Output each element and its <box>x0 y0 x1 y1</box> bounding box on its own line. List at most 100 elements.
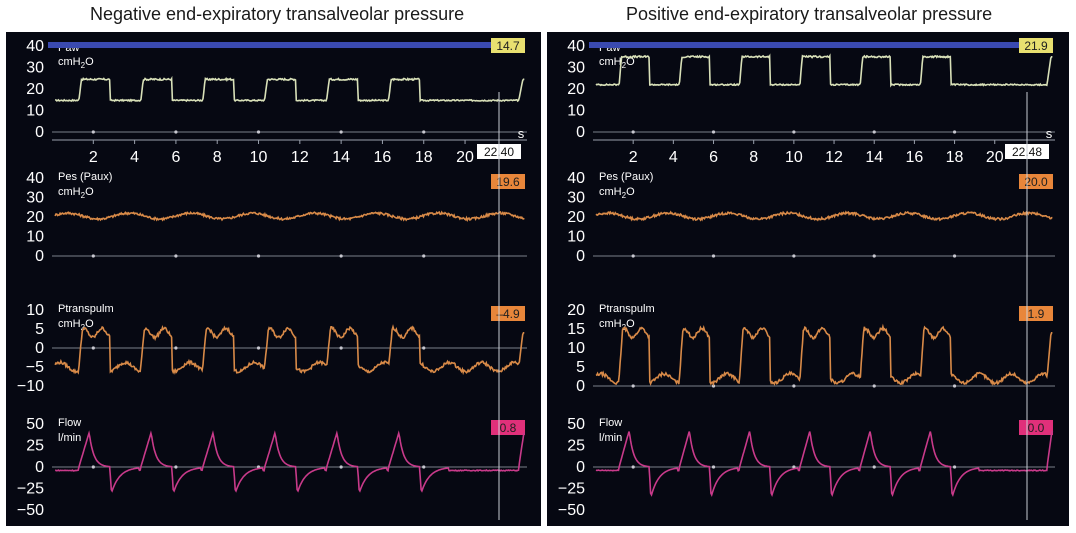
time-tick-label: 4 <box>130 149 139 166</box>
time-tick-label: 8 <box>213 149 222 166</box>
channel-unit: cmH2O <box>599 56 635 70</box>
y-tick-label: 0 <box>35 340 44 357</box>
time-tick-label: 16 <box>374 149 392 166</box>
trace-pes <box>54 210 525 223</box>
y-tick-label: 0 <box>35 459 44 476</box>
baseline-tick-dot <box>91 130 95 134</box>
y-tick-label: 0 <box>576 459 585 476</box>
baseline-tick-dot <box>711 254 716 258</box>
y-tick-label: 10 <box>26 229 44 246</box>
channel-label: Flow <box>599 417 622 429</box>
channel-unit: l/min <box>599 432 622 444</box>
trace-paw <box>55 75 525 103</box>
value-readout: 21.9 <box>1024 39 1048 53</box>
time-tick-label: 2 <box>629 149 638 166</box>
y-tick-label: 40 <box>567 38 585 55</box>
value-readout: 20.0 <box>1024 175 1048 189</box>
value-readout: 14.7 <box>496 39 520 53</box>
y-tick-label: 0 <box>576 248 585 265</box>
channel-unit: cmH2O <box>58 318 94 332</box>
channel-label: Ptranspulm <box>599 303 655 315</box>
time-unit: s <box>518 126 525 141</box>
time-tick-label: 8 <box>749 149 758 166</box>
panel-title-positive: Positive end-expiratory transalveolar pr… <box>626 4 993 24</box>
time-tick-label: 10 <box>785 149 803 166</box>
y-tick-label: 30 <box>567 60 585 77</box>
baseline-tick-dot <box>422 254 426 258</box>
channel-label: Pes (Paux) <box>58 171 112 183</box>
baseline-tick-dot <box>872 465 876 469</box>
baseline-tick-dot <box>792 130 796 134</box>
value-badge <box>1019 38 1053 53</box>
y-tick-label: 0 <box>576 124 585 141</box>
value-readout: 0.8 <box>500 421 517 435</box>
paw-scale-bar <box>48 42 491 48</box>
y-tick-label: 40 <box>26 38 44 55</box>
baseline-tick-dot <box>422 346 426 350</box>
paw-scale-bar <box>589 42 1019 48</box>
baseline-tick-dot <box>792 384 796 388</box>
channel-unit: cmH2O <box>599 318 635 332</box>
y-tick-label: 25 <box>26 438 44 455</box>
y-tick-label: 40 <box>567 170 585 187</box>
baseline-tick-dot <box>174 465 178 469</box>
y-tick-label: −5 <box>26 359 44 376</box>
time-tick-label: 14 <box>865 149 883 166</box>
time-tick-label: 2 <box>89 149 98 166</box>
baseline-tick-dot <box>91 465 95 469</box>
y-tick-label: 10 <box>567 229 585 246</box>
y-tick-label: 20 <box>567 209 585 226</box>
time-unit: s <box>1046 126 1053 141</box>
baseline-tick-dot <box>422 130 426 134</box>
y-tick-label: 0 <box>35 124 44 141</box>
time-tick-label: 12 <box>291 149 309 166</box>
baseline-tick-dot <box>339 465 343 469</box>
channel-label: Pes (Paux) <box>599 171 653 183</box>
value-badge <box>491 38 525 53</box>
channel-label: Flow <box>58 417 81 429</box>
y-tick-label: 0 <box>576 378 585 395</box>
baseline-tick-dot <box>174 254 178 258</box>
baseline-tick-dot <box>952 130 957 134</box>
channel-unit: cmH2O <box>599 186 635 200</box>
channel-unit: cmH2O <box>58 56 94 70</box>
time-tick-label: 20 <box>986 149 1004 166</box>
trace-paw <box>595 53 1053 88</box>
baseline-tick-dot <box>631 254 635 258</box>
baseline-tick-dot <box>422 465 426 469</box>
baseline-tick-dot <box>792 254 796 258</box>
value-readout: 19.6 <box>496 175 520 189</box>
baseline-tick-dot <box>631 465 635 469</box>
y-tick-label: 30 <box>26 190 44 207</box>
time-tick-label: 14 <box>332 149 350 166</box>
value-readout: 1.9 <box>1028 307 1045 321</box>
baseline-tick-dot <box>872 130 876 134</box>
y-tick-label: 10 <box>567 340 585 357</box>
y-tick-label: −10 <box>17 378 44 395</box>
y-tick-label: 20 <box>567 81 585 98</box>
trace-ptp <box>54 324 525 376</box>
y-tick-label: 20 <box>567 302 585 319</box>
trace-flow <box>55 430 526 493</box>
trace-flow <box>595 430 1054 498</box>
y-tick-label: 30 <box>26 60 44 77</box>
y-tick-label: 50 <box>567 416 585 433</box>
y-tick-label: 10 <box>567 103 585 120</box>
panel-title-negative: Negative end-expiratory transalveolar pr… <box>90 4 465 24</box>
baseline-tick-dot <box>711 465 716 469</box>
y-tick-label: 10 <box>26 103 44 120</box>
baseline-tick-dot <box>952 465 957 469</box>
baseline-tick-dot <box>711 130 716 134</box>
baseline-tick-dot <box>256 346 261 350</box>
channel-unit: l/min <box>58 432 81 444</box>
baseline-tick-dot <box>631 130 635 134</box>
time-tick-label: 18 <box>946 149 964 166</box>
baseline-tick-dot <box>174 130 178 134</box>
channel-unit: cmH2O <box>58 186 94 200</box>
baseline-tick-dot <box>792 465 796 469</box>
baseline-tick-dot <box>91 346 95 350</box>
time-tick-label: 10 <box>250 149 268 166</box>
time-tick-label: 16 <box>905 149 923 166</box>
